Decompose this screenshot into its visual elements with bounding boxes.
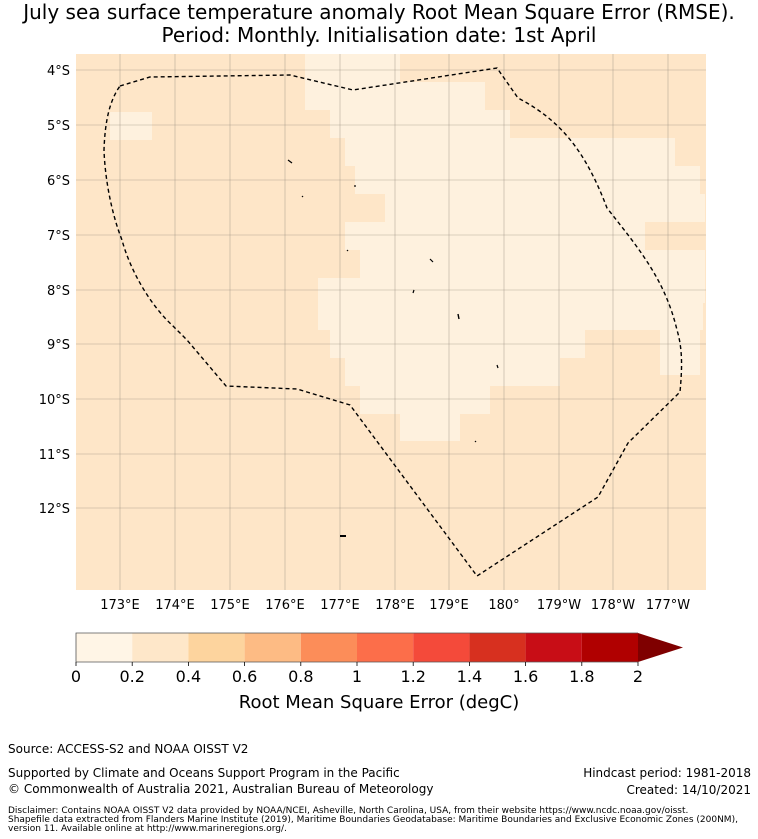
- disclaimer-line-1: Disclaimer: Contains NOAA OISST V2 data …: [8, 806, 689, 816]
- latitude-tick-label: 5°S: [47, 119, 70, 134]
- longitude-tick-label: 174°E: [155, 598, 195, 613]
- longitude-tick-label: 177°W: [646, 598, 690, 613]
- latitude-tick-label: 12°S: [39, 502, 70, 517]
- longitude-tick-label: 177°E: [320, 598, 360, 613]
- colorbar-tick-label: 1.4: [457, 667, 482, 686]
- colorbar-bin: [469, 633, 526, 662]
- latitude-tick-label: 10°S: [39, 393, 70, 408]
- graticule: [76, 54, 706, 590]
- island: [346, 249, 349, 252]
- colorbar-label: Root Mean Square Error (degC): [238, 692, 520, 713]
- longitude-tick-label: 180°: [488, 598, 519, 613]
- colorbar-extend-arrow: [638, 633, 683, 662]
- island: [412, 289, 415, 294]
- low-rmse-cell: [345, 358, 560, 386]
- longitude-tick-label: 179°W: [537, 598, 581, 613]
- colorbar: 0 0.2 0.4 0.6 0.8 1 1.2 1.4 1.6 1.8 2: [71, 632, 683, 686]
- disclaimer-line-3: version 11. Available online at http://w…: [8, 824, 287, 834]
- colorbar-bin: [76, 633, 133, 662]
- disclaimer-line-2: Shapefile data extracted from Flanders M…: [8, 815, 738, 825]
- colorbar-bin: [525, 633, 582, 662]
- low-rmse-cell: [400, 414, 460, 441]
- low-rmse-cell: [305, 54, 400, 82]
- low-rmse-cell: [318, 303, 703, 330]
- longitude-tick-label: 175°E: [210, 598, 250, 613]
- island: [301, 195, 304, 198]
- low-rmse-cell: [360, 386, 490, 414]
- island: [429, 258, 434, 263]
- colorbar-bin: [581, 633, 638, 662]
- latitude-tick-label: 9°S: [47, 338, 70, 353]
- low-rmse-cell: [385, 194, 705, 222]
- colorbar-tick-label: 0.4: [176, 667, 201, 686]
- island: [496, 364, 499, 369]
- low-rmse-cell: [330, 110, 510, 138]
- longitude-tick-label: 178°E: [375, 598, 415, 613]
- colorbar-bin: [188, 633, 245, 662]
- latitude-tick-label: 8°S: [47, 284, 70, 299]
- longitude-tick-label: 173°E: [100, 598, 140, 613]
- rmse-map: 4°S 5°S 6°S 7°S 8°S 9°S 10°S 11°S 12°S 173°E 174°…: [39, 54, 706, 686]
- low-rmse-cell: [318, 278, 705, 303]
- chart-title-line-2: Period: Monthly. Initialisation date: 1s…: [161, 23, 597, 47]
- low-rmse-cell: [110, 112, 152, 140]
- longitude-tick-label: 178°W: [591, 598, 635, 613]
- source-text: Source: ACCESS-S2 and NOAA OISST V2: [8, 742, 249, 756]
- colorbar-bin: [132, 633, 189, 662]
- created-date: Created: 14/10/2021: [626, 783, 751, 797]
- low-rmse-cell: [360, 250, 705, 278]
- colorbar-bin: [300, 633, 357, 662]
- copyright-text: © Commonwealth of Australia 2021, Austra…: [8, 782, 434, 796]
- colorbar-tick-label: 0.2: [119, 667, 144, 686]
- low-rmse-cell: [345, 138, 675, 166]
- longitude-tick-label: 176°E: [265, 598, 305, 613]
- latitude-tick-label: 6°S: [47, 174, 70, 189]
- colorbar-tick-label: 1.2: [400, 667, 425, 686]
- colorbar-bin: [244, 633, 301, 662]
- latitude-tick-label: 4°S: [47, 64, 70, 79]
- latitude-tick-label: 11°S: [39, 448, 70, 463]
- island: [474, 440, 477, 443]
- colorbar-tick-label: 0: [71, 667, 81, 686]
- hindcast-period: Hindcast period: 1981-2018: [583, 766, 751, 780]
- colorbar-tick-label: 0.8: [288, 667, 313, 686]
- low-rmse-cell: [345, 222, 645, 250]
- longitude-tick-label: 179°E: [429, 598, 469, 613]
- island: [287, 159, 293, 164]
- latitude-labels: 4°S 5°S 6°S 7°S 8°S 9°S 10°S 11°S 12°S: [39, 64, 70, 517]
- low-rmse-cell: [660, 330, 700, 375]
- colorbar-bin: [413, 633, 470, 662]
- colorbar-tick-label: 1.6: [513, 667, 538, 686]
- island: [457, 313, 460, 320]
- chart-title-line-1: July sea surface temperature anomaly Roo…: [23, 0, 735, 24]
- colorbar-tick-label: 1: [352, 667, 362, 686]
- island-markers: [287, 159, 499, 537]
- colorbar-tick-label: 1.8: [569, 667, 594, 686]
- colorbar-bin: [357, 633, 414, 662]
- colorbar-tick-label: 2: [633, 667, 643, 686]
- latitude-tick-label: 7°S: [47, 229, 70, 244]
- longitude-labels: 173°E 174°E 175°E 176°E 177°E 178°E 179°E 180° 1…: [100, 598, 690, 613]
- supported-text: Supported by Climate and Oceans Support …: [8, 766, 400, 780]
- colorbar-tick-label: 0.6: [232, 667, 257, 686]
- map-plot-area: [76, 54, 706, 590]
